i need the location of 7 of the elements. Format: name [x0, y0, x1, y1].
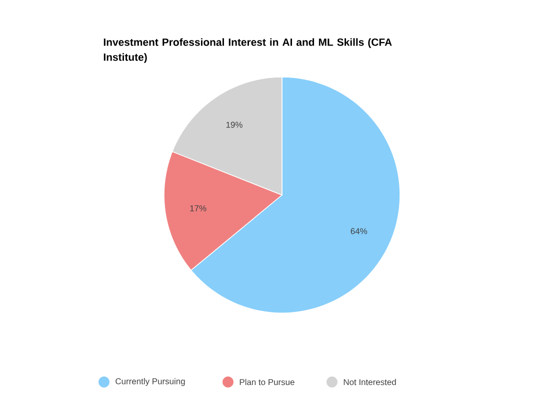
data-label: 64%: [350, 228, 368, 234]
legend-label: Not Interested: [344, 378, 396, 386]
legend-label: Plan to Pursue: [240, 378, 294, 386]
legend-label: Currently Pursuing: [116, 378, 185, 386]
chart-title: Investment Professional Interest in AI and ML Skills (CFA Institute): [104, 38, 392, 63]
data-label: 17%: [190, 205, 206, 212]
data-label: 19%: [226, 122, 242, 128]
